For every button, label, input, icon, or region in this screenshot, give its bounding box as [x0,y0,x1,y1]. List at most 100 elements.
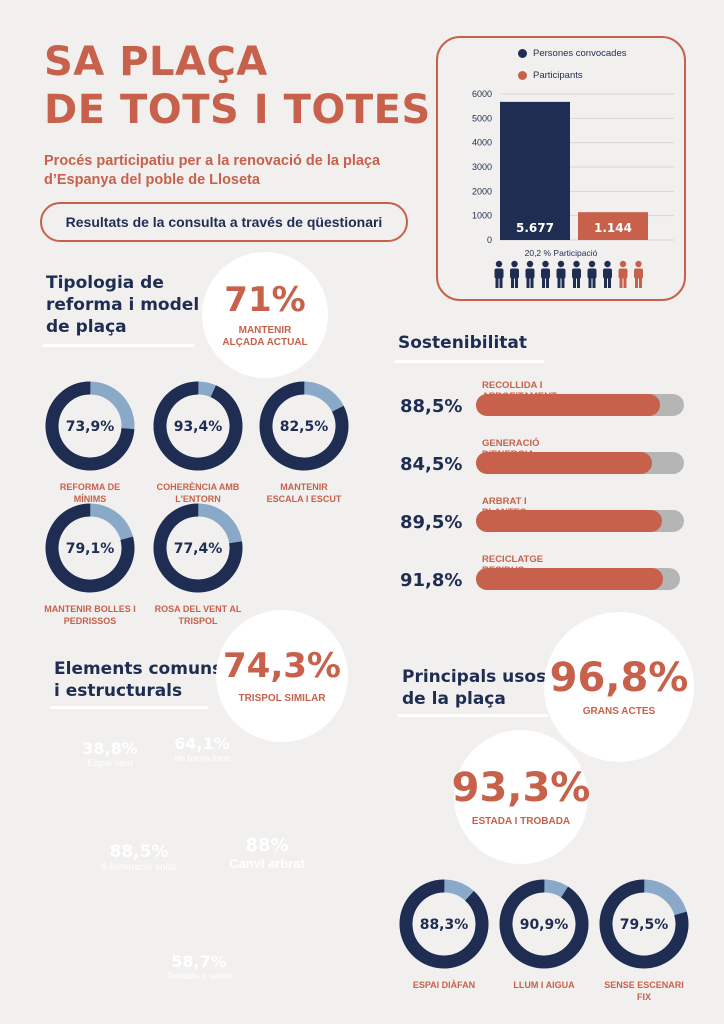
participation-chart-card: Persones convocades Participants 0 1000 20… [436,36,686,301]
highlight-pct: 93,3% [451,765,591,811]
donut-coherencia-entorn: 93,4% COHERÈNCIA AMB L'ENTORN [152,380,244,505]
donut-label-line: COHERÈNCIA AMB [156,482,240,492]
people-pictogram [494,260,643,288]
person-icon [572,260,581,288]
sostenibilitat-item-pct: 91,8% [400,570,463,591]
subtitle: Procés participatiu per a la renovació d… [44,153,381,188]
usos-title: Principals usos de la plaça [402,666,546,710]
donut-label: COHERÈNCIA AMB L'ENTORN [152,481,244,505]
person-icon [603,260,612,288]
highlight-pct: 96,8% [549,655,689,701]
bar [500,101,570,240]
donut-chart: 79,5% [599,879,689,969]
donut-label: MANTENIR BOLLES I PEDRISSOS [44,603,136,627]
bubble-tendals: 58,7% Tendals o veles [150,918,248,1016]
donut-fill [45,503,135,593]
donut-label: MANTENIR ESCALA I ESCUT [258,481,350,505]
donut-label: ESPAI DIÀFAN [412,980,476,990]
donut-chart: 73,9% [45,381,135,471]
person-icon [525,260,535,288]
person-icon [541,260,550,288]
donut-label: ROSA DEL VENT AL TRISPOL [152,603,244,627]
donut-fill [499,879,589,969]
donut-llum-aigua: 90,9% LLUM I AIGUA [498,878,590,991]
bubble-label: No banys fixos [174,752,230,763]
donut-label-line: ROSA DEL VENT AL [154,604,242,614]
bubble-espai-verd: 38,8% Espai verd [68,712,152,796]
title-line-1: SA PLAÇA [44,39,268,85]
highlight-circle-alcada: 71% MANTENIR ALÇADA ACTUAL [202,252,328,378]
elements-title: Elements comuns i estructurals [54,658,222,702]
elements-title-line: Elements comuns [54,659,223,679]
donut-pct: 79,1% [66,541,115,557]
donut-chart: 90,9% [499,879,589,969]
legend-swatch-navy [518,49,527,58]
highlight-label: ESTADA I TROBADA [471,816,571,827]
donut-pct: 77,4% [174,541,223,557]
y-tick-label: 3000 [472,162,492,172]
bubble-label: Espai verd [87,758,133,769]
bubble-pct: 38,8% [82,739,138,758]
person-icon [556,260,566,288]
results-pill: Resultats de la consulta a través de qüe… [40,202,408,242]
donut-rosa-vent: 77,4% ROSA DEL VENT AL TRISPOL [152,502,244,627]
bubble-canvi-arbrat: 88% Canvi arbrat [204,790,330,916]
person-icon [494,260,504,288]
highlight-label: GRANS ACTES [582,706,656,717]
y-tick-label: 0 [487,235,492,245]
section-underline [394,360,544,363]
usos-title-line: Principals usos [402,667,547,687]
elements-title-line: i estructurals [54,681,183,701]
y-tick-label: 6000 [472,89,492,99]
donut-reforma-minims: 73,9% REFORMA DE MÍNIMS [44,380,136,505]
donut-label-line: MANTENIR BOLLES I [44,604,136,614]
donut-pct: 93,4% [174,419,223,435]
sostenibilitat-bar-fill [476,510,663,532]
sostenibilitat-bar-track [476,452,684,474]
highlight-pct: 74,3% [223,646,341,686]
donut-label: LLUM I AIGUA [513,980,575,990]
bar-chart: 0 1000 2000 3000 4000 5000 6000 5.677 1.144 [472,89,674,245]
legend-item-participants: Participants [518,70,583,81]
section-underline [50,706,208,709]
donut-bolles-pedrissos: 79,1% MANTENIR BOLLES I PEDRISSOS [44,502,136,627]
y-tick-label: 2000 [472,186,492,196]
donut-chart: 88,3% [399,879,489,969]
y-tick-label: 5000 [472,113,492,123]
bubble-no-banys: 64,1% No banys fixos [156,702,248,794]
sostenibilitat-title: Sostenibilitat [398,333,528,353]
sostenibilitat-bar-track [476,568,680,590]
highlight-label: TRISPOL SIMILAR [238,693,326,704]
y-tick-label: 4000 [472,138,492,148]
tipologia-title-line: de plaça [46,317,127,337]
donut-escala-escut: 82,5% MANTENIR ESCALA I ESCUT [258,380,350,505]
sostenibilitat-bar-track [476,510,684,532]
section-underline [42,344,194,347]
sostenibilitat-bar-fill [476,452,652,474]
participation-annotation: 20,2 % Participació [524,248,598,258]
donut-pct: 79,5% [620,917,669,933]
donut-pct: 88,3% [420,917,469,933]
highlight-circle-grans-actes: 96,8% GRANS ACTES [544,612,694,762]
bubble-label: Il·luminació solar [101,861,177,873]
sostenibilitat-item-pct: 89,5% [400,512,463,533]
donut-pct: 73,9% [66,419,115,435]
donut-label-line: L'ENTORN [175,494,221,504]
bubble-pct: 64,1% [174,733,230,753]
highlight-label: MANTENIR ALÇADA ACTUAL [222,325,308,348]
usos-title-line: de la plaça [402,689,506,709]
section-underline [398,714,548,717]
person-icon [587,260,597,288]
donut-label-line: MÍNIMS [73,494,107,504]
bubble-label: Tendals o veles [166,971,232,982]
tipologia-title: Tipologia de reforma i model de plaça [46,272,199,338]
person-icon [634,260,643,288]
donut-espai-diafan: 88,3% ESPAI DIÀFAN [398,878,490,991]
donut-chart: 93,4% [153,381,243,471]
bar-value-label: 5.677 [516,221,554,235]
bar [578,212,648,240]
tipologia-title-line: reforma i model [46,295,200,315]
y-tick-label: 1000 [472,211,492,221]
donut-pct: 90,9% [520,917,569,933]
bar-value-label: 1.144 [594,221,632,235]
